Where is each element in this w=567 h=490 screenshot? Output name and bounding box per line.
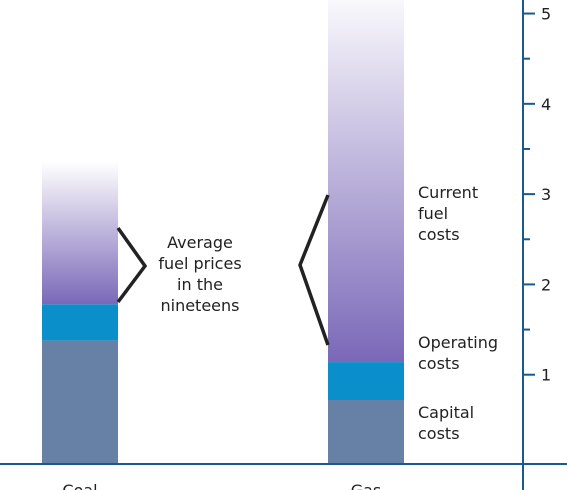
y-tick-label: 4 (541, 95, 551, 114)
legend-label: Current fuel costs (418, 183, 479, 244)
bar-segment (42, 340, 118, 465)
bar-segment (328, 0, 404, 363)
y-tick-label: 2 (541, 275, 551, 294)
legend-label: Operating costs (418, 333, 498, 373)
bar-segment (42, 161, 118, 305)
legend-label: Capital costs (418, 403, 475, 443)
bar-segment (42, 304, 118, 341)
bar-segment (328, 362, 404, 400)
bars (42, 0, 404, 465)
bar-segment (328, 399, 404, 465)
x-tick-label: Gas (351, 481, 382, 490)
y-tick-label: 5 (541, 5, 551, 24)
bracket (116, 226, 148, 304)
x-tick-label: Coal (62, 481, 97, 490)
y-tick-label: 3 (541, 185, 551, 204)
y-tick-label: 1 (541, 366, 551, 385)
annotation: Average fuel prices in the nineteens (158, 233, 242, 315)
bracket (298, 194, 330, 346)
